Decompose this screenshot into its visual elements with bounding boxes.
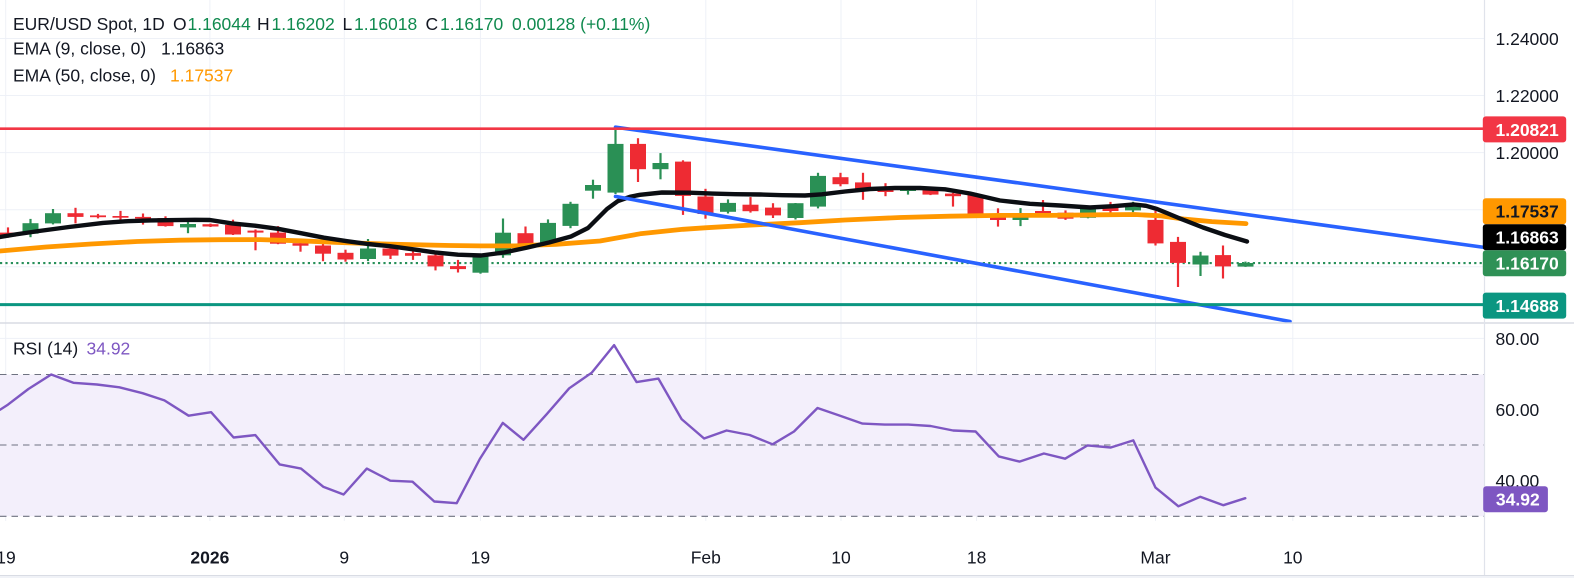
svg-text:80.00: 80.00 (1496, 329, 1540, 349)
svg-text:EMA (9, close, 0): EMA (9, close, 0) (13, 39, 146, 59)
svg-text:2026: 2026 (190, 548, 229, 568)
svg-text:H: H (257, 14, 270, 34)
svg-text:34.92: 34.92 (87, 339, 131, 359)
svg-text:C: C (426, 14, 439, 34)
svg-text:19: 19 (0, 548, 16, 568)
svg-text:34.92: 34.92 (1496, 490, 1540, 510)
svg-text:10: 10 (831, 548, 851, 568)
svg-text:1.22000: 1.22000 (1496, 86, 1560, 106)
svg-text:O: O (173, 14, 187, 34)
svg-text:EUR/USD Spot, 1D: EUR/USD Spot, 1D (13, 14, 165, 34)
svg-text:EMA (50, close, 0): EMA (50, close, 0) (13, 66, 156, 86)
svg-text:0.00128 (+0.11%): 0.00128 (+0.11%) (512, 14, 650, 34)
svg-text:RSI (14): RSI (14) (13, 339, 78, 359)
svg-text:60.00: 60.00 (1496, 400, 1540, 420)
svg-text:Mar: Mar (1140, 548, 1170, 568)
svg-text:1.16863: 1.16863 (1496, 228, 1560, 248)
svg-text:1.16170: 1.16170 (1496, 254, 1560, 274)
svg-text:L: L (343, 14, 353, 34)
svg-text:1.16863: 1.16863 (161, 39, 224, 59)
svg-text:1.17537: 1.17537 (170, 66, 233, 86)
svg-text:Feb: Feb (691, 548, 721, 568)
svg-text:18: 18 (967, 548, 986, 568)
svg-text:9: 9 (339, 548, 349, 568)
svg-text:1.20821: 1.20821 (1496, 120, 1560, 140)
svg-text:1.24000: 1.24000 (1496, 29, 1560, 49)
svg-text:19: 19 (471, 548, 490, 568)
svg-text:10: 10 (1283, 548, 1303, 568)
svg-text:1.20000: 1.20000 (1496, 143, 1560, 163)
svg-text:1.16018: 1.16018 (354, 14, 417, 34)
svg-text:1.16202: 1.16202 (272, 14, 335, 34)
svg-text:40.00: 40.00 (1496, 471, 1540, 491)
svg-text:1.17537: 1.17537 (1496, 202, 1559, 222)
svg-text:1.16170: 1.16170 (440, 14, 504, 34)
svg-text:1.16044: 1.16044 (188, 14, 252, 34)
svg-text:1.14688: 1.14688 (1496, 296, 1560, 316)
